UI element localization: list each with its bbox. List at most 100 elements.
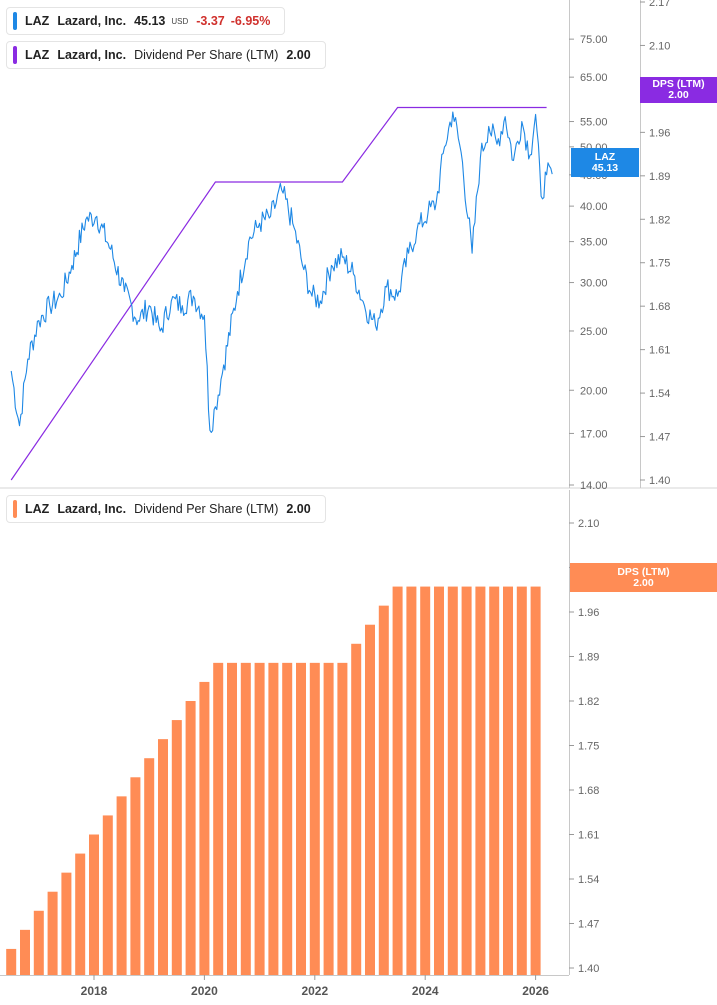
dps-legend-top-swatch <box>13 46 17 64</box>
dps-bar <box>171 720 182 975</box>
legend-metric: Dividend Per Share (LTM) <box>134 48 279 62</box>
dps-bar <box>489 586 500 975</box>
dps-bar <box>116 796 127 975</box>
dps-bar <box>309 662 320 975</box>
bar-axis-tick-label: 1.68 <box>578 785 599 797</box>
dps-bar <box>213 662 224 975</box>
dps-bar <box>158 739 168 975</box>
dps-bar <box>240 662 251 975</box>
dps-bar <box>268 662 279 975</box>
dps-axis-tick-label: 1.89 <box>649 171 670 183</box>
dps-bar <box>475 586 486 975</box>
time-axis-tick-label: 2024 <box>412 984 439 998</box>
bar-axis-tick-label: 1.47 <box>578 919 599 931</box>
price-axis-tick-label: 75.00 <box>580 34 608 46</box>
dps-bar <box>351 643 362 975</box>
dps-bar <box>130 777 141 975</box>
dps-bar <box>323 662 334 975</box>
time-axis-tick-label: 2022 <box>301 984 328 998</box>
time-axis-tick-label: 2018 <box>81 984 108 998</box>
dps-bar <box>185 701 196 975</box>
price-flag-ticker: LAZ <box>594 150 616 163</box>
price-flag: LAZ 45.13 <box>571 148 639 177</box>
dps-bar <box>503 586 513 975</box>
price-axis-tick-label: 17.00 <box>580 428 608 440</box>
legend-value: 2.00 <box>286 502 311 516</box>
dps-bar <box>420 586 431 975</box>
legend-company: Lazard, Inc. <box>57 48 127 62</box>
dps-flag-top-value: 2.00 <box>668 89 689 101</box>
price-axis-tick-label: 65.00 <box>580 72 608 84</box>
dps-axis-tick-label: 1.82 <box>649 214 670 226</box>
price-flag-value: 45.13 <box>591 161 619 174</box>
dps-bar <box>447 586 458 975</box>
bar-axis-tick-label: 1.54 <box>578 874 599 886</box>
dps-bar <box>378 605 389 975</box>
dps-bar <box>296 662 306 975</box>
dps-bar <box>516 586 527 975</box>
bar-axis-tick-label: 1.96 <box>578 607 599 619</box>
dps-bar <box>254 662 265 975</box>
dps-axis-tick-label: 1.54 <box>649 388 670 400</box>
legend-price: 45.13 <box>134 14 166 28</box>
price-legend[interactable]: LAZ Lazard, Inc. 45.13 USD -3.37 -6.95% <box>6 7 286 35</box>
legend-company: Lazard, Inc. <box>57 14 127 28</box>
dps-flag-bottom-label: DPS (LTM) <box>617 565 670 578</box>
price-axis-tick-label: 14.00 <box>580 480 608 492</box>
dps-bar <box>144 758 155 975</box>
price-axis-tick-label: 25.00 <box>580 326 608 338</box>
dps-bar <box>102 815 113 975</box>
dps-legend-top[interactable]: LAZ Lazard, Inc. Dividend Per Share (LTM… <box>6 41 326 69</box>
dps-bar <box>392 586 403 975</box>
legend-ticker: LAZ <box>25 502 50 516</box>
legend-change: -3.37 <box>196 14 225 28</box>
price-line <box>10 111 553 433</box>
dps-axis-tick-label: 2.10 <box>649 40 670 52</box>
dps-bar <box>75 853 86 975</box>
time-axis-tick-label: 2026 <box>522 984 549 998</box>
dps-bar <box>20 929 30 975</box>
dps-bar <box>282 662 293 975</box>
dps-axis-tick-label: 2.17 <box>649 0 670 9</box>
time-axis-tick-label: 2020 <box>191 984 218 998</box>
price-axis-tick-label: 40.00 <box>580 201 608 213</box>
dps-bar <box>337 662 348 975</box>
dps-bar <box>461 586 472 975</box>
dps-flag-bottom-value: 2.00 <box>633 576 654 589</box>
legend-change-pct: -6.95% <box>230 14 271 28</box>
dps-legend-bottom-swatch <box>13 500 17 518</box>
legend-metric: Dividend Per Share (LTM) <box>134 502 279 516</box>
bar-axis-tick-label: 1.89 <box>578 652 599 664</box>
legend-ticker: LAZ <box>25 14 50 28</box>
dps-flag-top: DPS (LTM) 2.00 <box>640 77 717 103</box>
dps-bar <box>47 891 58 975</box>
dps-bar <box>199 681 210 975</box>
dps-bar <box>61 872 72 975</box>
dps-bar <box>89 834 99 975</box>
dps-axis-tick-label: 1.47 <box>649 432 670 444</box>
dps-legend-bottom[interactable]: LAZ Lazard, Inc. Dividend Per Share (LTM… <box>6 495 326 523</box>
dps-bar <box>434 586 444 975</box>
bar-axis-tick-label: 1.75 <box>578 741 599 753</box>
dps-line <box>10 106 547 481</box>
bar-axis-tick-label: 1.61 <box>578 830 599 842</box>
price-legend-swatch <box>13 12 17 30</box>
dps-bar <box>227 662 237 975</box>
price-axis-tick-label: 35.00 <box>580 237 608 249</box>
legend-currency: USD <box>171 16 189 26</box>
dps-bar <box>530 586 541 975</box>
dps-axis-tick-label: 1.68 <box>649 301 670 313</box>
dps-flag-top-label: DPS (LTM) <box>652 78 705 90</box>
bar-axis-tick-label: 1.82 <box>578 696 599 708</box>
legend-value: 2.00 <box>286 48 311 62</box>
price-axis-tick-label: 55.00 <box>580 117 608 129</box>
dps-bar <box>406 586 417 975</box>
dps-bar <box>6 948 17 975</box>
dps-axis-tick-label: 1.75 <box>649 258 670 270</box>
legend-ticker: LAZ <box>25 48 50 62</box>
dps-bar <box>365 624 375 975</box>
price-axis-tick-label: 30.00 <box>580 278 608 290</box>
legend-company: Lazard, Inc. <box>57 502 127 516</box>
price-axis-tick-label: 20.00 <box>580 385 608 397</box>
